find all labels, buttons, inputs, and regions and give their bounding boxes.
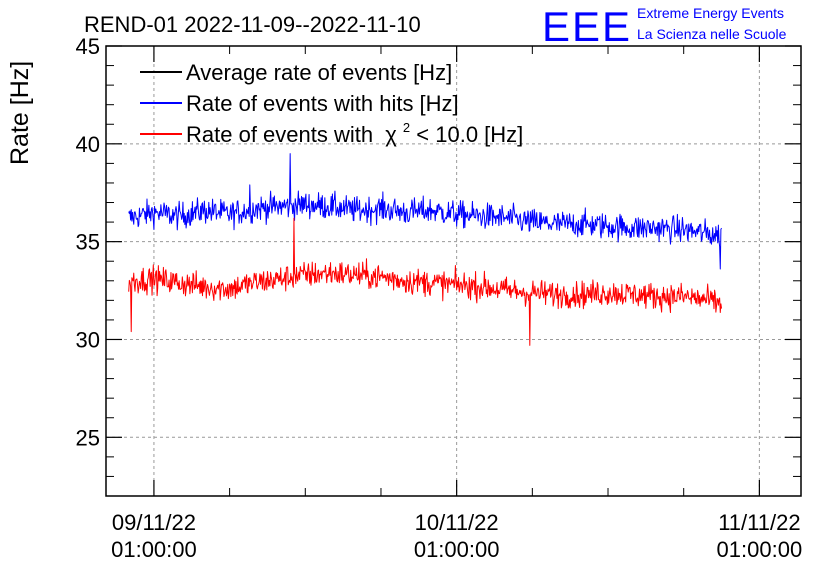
y-tick-label: 25 [76, 425, 100, 450]
legend-label-chi2-chi: χ [385, 122, 397, 147]
legend-label-chi2-main: Rate of events with [186, 122, 373, 147]
legend-label-chi2-sup: 2 [403, 120, 410, 135]
legend-label-hits: Rate of events with hits [Hz] [186, 91, 459, 116]
series-line-0 [128, 153, 722, 270]
y-tick-label: 30 [76, 327, 100, 352]
y-tick-label: 40 [76, 132, 100, 157]
eee-logo-line2: La Scienza nelle Scuole [637, 26, 787, 42]
eee-logo: EEE Extreme Energy Events La Scienza nel… [542, 3, 787, 50]
x-tick-labels: 09/11/2201:00:0010/11/2201:00:0011/11/22… [111, 510, 802, 562]
series-layer [128, 153, 723, 346]
y-tick-label: 35 [76, 230, 100, 255]
eee-logo-mark: EEE [542, 3, 632, 50]
x-tick-label-time: 01:00:00 [111, 537, 197, 562]
y-tick-labels: 25 30 35 40 45 [76, 34, 100, 450]
legend-label-average: Average rate of events [Hz] [186, 60, 452, 85]
legend-label-chi2-tail: < 10.0 [Hz] [416, 122, 523, 147]
plot-frame [105, 45, 802, 497]
axis-ticks [106, 45, 801, 497]
chart-title: REND-01 2022-11-09--2022-11-10 [84, 12, 421, 37]
eee-logo-line1: Extreme Energy Events [637, 5, 784, 21]
x-tick-label-date: 11/11/22 [718, 510, 800, 535]
legend: Average rate of events [Hz] Rate of even… [140, 60, 523, 147]
series-line-1 [128, 217, 723, 346]
x-tick-label-date: 09/11/22 [112, 510, 196, 535]
legend-label-chi2: Rate of events with χ 2 < 10.0 [Hz] [186, 112, 523, 147]
x-tick-label-date: 10/11/22 [415, 510, 499, 535]
x-tick-label-time: 01:00:00 [414, 537, 500, 562]
y-tick-label: 45 [76, 34, 100, 59]
y-axis-label: Rate [Hz] [6, 61, 34, 165]
x-tick-label-time: 01:00:00 [717, 537, 803, 562]
